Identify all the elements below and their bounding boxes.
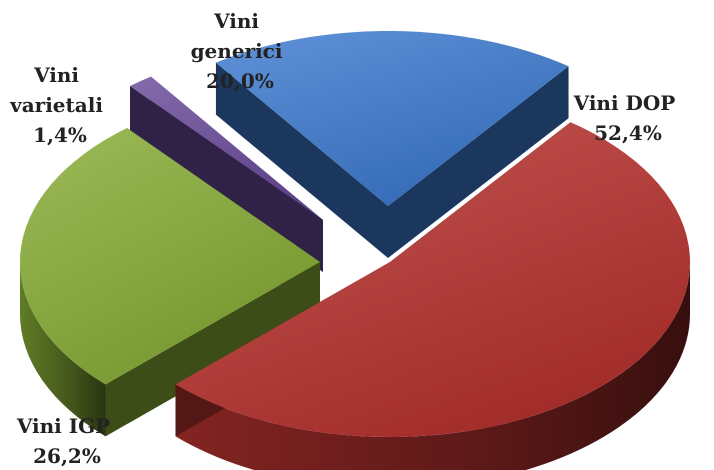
label-vini-dop: Vini DOP 52,4% — [573, 91, 683, 145]
slice-vini-igp-start-edge — [105, 262, 320, 437]
label-vini-generici-name-1: Vini — [213, 9, 259, 33]
slice-vini-generici — [215, 30, 569, 206]
label-vini-varietali: Vini varietali 1,4% — [9, 63, 110, 147]
label-vini-igp-value: 26,2% — [33, 444, 101, 468]
slice-vini-dop — [175, 122, 691, 438]
label-vini-dop-name: Vini DOP — [573, 91, 676, 115]
slice-vini-igp-outer-side — [19, 262, 106, 437]
slice-vini-generici-end-edge — [388, 66, 569, 258]
slice-tops — [19, 30, 691, 438]
label-vini-generici: Vini generici 20,0% — [191, 9, 290, 93]
slice-vini-igp — [19, 128, 320, 385]
label-vini-dop-value: 52,4% — [594, 121, 662, 145]
slice-vini-varietali — [130, 76, 323, 220]
label-vini-varietali-value: 1,4% — [33, 123, 87, 147]
label-vini-varietali-name-1: Vini — [33, 63, 79, 87]
slice-vini-generici-start-edge — [215, 62, 388, 258]
slice-labels: Vini DOP 52,4% Vini IGP 26,2% Vini varie… — [9, 9, 683, 468]
label-vini-generici-value: 20,0% — [206, 69, 274, 93]
label-vini-igp-name: Vini IGP — [16, 414, 110, 438]
label-vini-generici-name-2: generici — [191, 39, 283, 63]
slice-vini-dop-outer-side — [175, 262, 690, 470]
label-vini-varietali-name-2: varietali — [9, 93, 103, 117]
label-vini-igp: Vini IGP 26,2% — [16, 414, 117, 468]
